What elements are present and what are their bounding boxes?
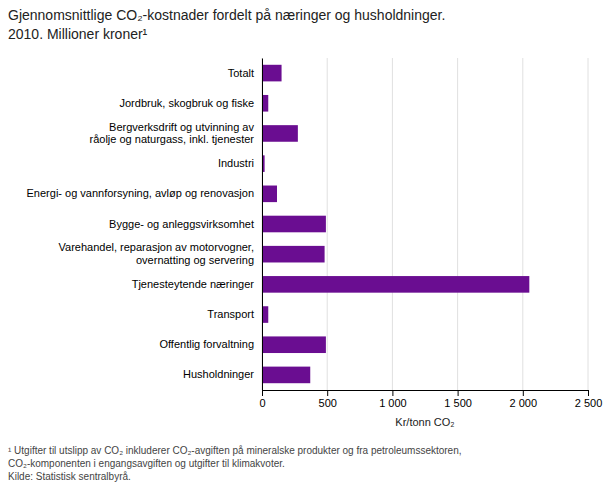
y-tick-label-line: Bergverksdrift og utvinning av xyxy=(109,121,254,133)
y-tick-label-line: Bygge- og anleggsvirksomhet xyxy=(109,218,254,230)
footnote-line: Kilde: Statistisk sentralbyrå. xyxy=(8,471,131,482)
y-tick-label: Industri xyxy=(218,157,254,169)
y-tick-label-line: Tjenesteytende næringer xyxy=(132,278,255,290)
y-axis: Totalt Jordbruk, skogbruk og fiske Bergver… xyxy=(27,59,263,391)
bar xyxy=(262,336,326,353)
bar xyxy=(262,246,325,263)
y-tick-label: Tjenesteytende næringer xyxy=(132,278,255,290)
x-tick-mark xyxy=(588,390,589,396)
x-tick-mark xyxy=(458,390,459,396)
x-tick-mark xyxy=(523,390,524,396)
y-tick-label: Bygge- og anleggsvirksomhet xyxy=(109,218,254,230)
y-tick-label-line: Husholdninger xyxy=(183,368,254,380)
x-tick-label: 500 xyxy=(319,397,337,409)
chart-title-line: Gjennomsnittlige CO₂-kostnader fordelt p… xyxy=(8,7,445,23)
y-tick: Jordbruk, skogbruk og fiske xyxy=(119,97,262,109)
x-tick-mark xyxy=(262,390,263,396)
x-tick-label: 2 000 xyxy=(510,397,538,409)
y-tick: Industri xyxy=(218,157,262,169)
grid-line xyxy=(588,58,589,390)
y-tick-label-line: Varehandel, reparasjon av motorvogner, xyxy=(59,241,254,253)
x-tick: 0 xyxy=(259,390,265,409)
grid-line xyxy=(327,58,328,390)
y-tick: Totalt xyxy=(228,67,262,79)
bar xyxy=(262,186,277,203)
grid-line xyxy=(392,58,393,390)
x-tick: 1 000 xyxy=(379,390,407,409)
y-tick-label: Varehandel, reparasjon av motorvogner,ov… xyxy=(59,241,254,266)
y-tick-label-line: Jordbruk, skogbruk og fiske xyxy=(119,97,254,109)
plot-area: 0 500 1 000 1 500 2 000 2 500 Totalt Jordbruk, … xyxy=(27,58,603,428)
y-tick: Offentlig forvaltning xyxy=(159,338,262,350)
footnote-line: ¹ Utgifter til utslipp av CO₂ inkluderer… xyxy=(8,445,462,456)
y-tick-label: Bergverksdrift og utvinning avråolje og … xyxy=(90,121,255,146)
y-tick-label-line: Totalt xyxy=(228,67,254,79)
bar xyxy=(262,125,298,142)
y-tick: Bergverksdrift og utvinning avråolje og … xyxy=(90,121,262,146)
x-tick-label: 0 xyxy=(259,397,265,409)
x-tick-label: 1 500 xyxy=(444,397,472,409)
bar xyxy=(262,367,310,384)
x-axis-label: Kr/tonn CO₂ xyxy=(395,416,454,428)
x-tick: 2 000 xyxy=(510,390,538,409)
y-tick-label: Transport xyxy=(207,308,254,320)
bar xyxy=(262,65,282,82)
footnote: ¹ Utgifter til utslipp av CO₂ inkluderer… xyxy=(8,445,462,482)
x-tick: 1 500 xyxy=(444,390,472,409)
grid-line xyxy=(457,58,458,390)
grid-line xyxy=(262,58,263,390)
y-tick-label: Totalt xyxy=(228,67,254,79)
y-tick-label-line: Industri xyxy=(218,157,254,169)
grid xyxy=(262,58,588,390)
x-axis-line xyxy=(263,391,589,397)
bar xyxy=(262,216,326,233)
y-axis-line xyxy=(262,59,263,391)
y-tick-label-line: råolje og naturgass, inkl. tjenester xyxy=(90,133,255,145)
x-tick: 500 xyxy=(319,390,337,409)
y-tick-label-line: Transport xyxy=(207,308,254,320)
y-tick-label: Jordbruk, skogbruk og fiske xyxy=(119,97,254,109)
bars xyxy=(262,65,529,383)
chart-title-line: 2010. Millioner kroner¹ xyxy=(8,26,148,42)
chart-svg: Gjennomsnittlige CO₂-kostnader fordelt p… xyxy=(0,0,610,488)
x-tick-mark xyxy=(392,390,393,396)
y-tick: Bygge- og anleggsvirksomhet xyxy=(109,218,262,230)
y-tick: Energi- og vannforsyning, avløp og renov… xyxy=(27,187,262,199)
y-tick-label-line: Offentlig forvaltning xyxy=(159,338,254,350)
chart-title: Gjennomsnittlige CO₂-kostnader fordelt p… xyxy=(8,7,445,42)
bar xyxy=(262,276,529,293)
x-tick-label: 1 000 xyxy=(379,397,407,409)
y-tick-label: Offentlig forvaltning xyxy=(159,338,254,350)
y-tick-label: Energi- og vannforsyning, avløp og renov… xyxy=(27,187,254,199)
y-tick-label-line: Energi- og vannforsyning, avløp og renov… xyxy=(27,187,254,199)
y-tick: Tjenesteytende næringer xyxy=(132,278,262,290)
x-tick-mark xyxy=(327,390,328,396)
y-tick-label: Husholdninger xyxy=(183,368,254,380)
y-tick: Husholdninger xyxy=(183,368,262,380)
x-tick-label: 2 500 xyxy=(575,397,603,409)
y-tick: Transport xyxy=(207,308,262,320)
x-axis: 0 500 1 000 1 500 2 000 2 500 xyxy=(259,390,602,409)
x-tick: 2 500 xyxy=(575,390,603,409)
footnote-line: CO₂-komponenten i engangsavgiften og utg… xyxy=(8,458,285,469)
y-tick: Varehandel, reparasjon av motorvogner,ov… xyxy=(59,241,262,266)
grid-line xyxy=(522,58,523,390)
y-tick-label-line: overnatting og servering xyxy=(136,254,254,266)
